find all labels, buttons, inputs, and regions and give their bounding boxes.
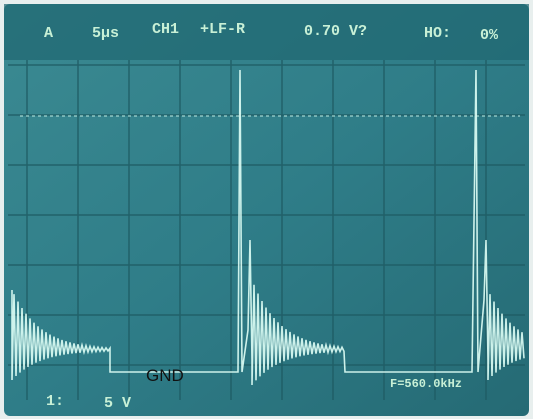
bottom-scale: 5 V [104, 395, 131, 412]
holdoff: 0% [480, 27, 499, 44]
channel: CH1 [152, 21, 179, 38]
bottom-channel: 1: [46, 393, 64, 410]
oscilloscope-photo: A 5µs CH1 +LF-R 0.70 V? HO: 0% 1: 5 V F=… [0, 0, 533, 419]
frequency-readout: F=560.0kHz [390, 377, 462, 391]
timebase: 5µs [92, 25, 119, 42]
screen [4, 4, 529, 416]
level: 0.70 V? [304, 23, 367, 40]
gnd-label: GND [146, 366, 184, 385]
holdoff-label: HO: [424, 25, 451, 42]
source: +LF-R [200, 21, 245, 38]
page: A 5µs CH1 +LF-R 0.70 V? HO: 0% 1: 5 V F=… [0, 0, 533, 419]
trigger: A [44, 25, 53, 42]
